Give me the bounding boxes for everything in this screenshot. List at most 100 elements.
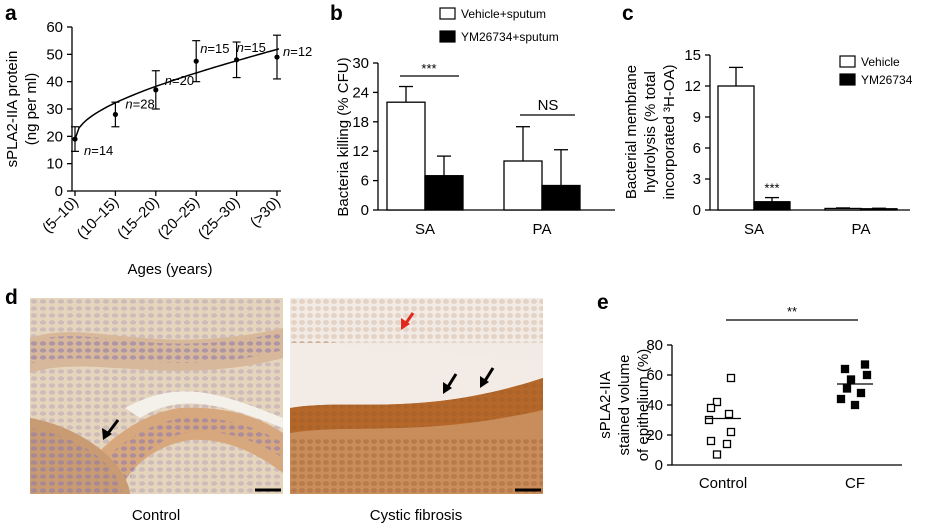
data-point-e [726,373,736,383]
y-tick-label-e: 20 [646,427,663,444]
cf-caption: Cystic fibrosis [369,507,463,524]
x-axis-title-a: Ages (years) [127,261,212,278]
data-point-e [726,427,736,437]
bar-b [386,101,426,211]
panel-label-b: b [330,2,343,25]
bar-c [860,208,898,211]
y-tick-label-a: 0 [55,183,63,200]
bar-b [424,175,464,211]
data-point-e [860,360,870,369]
y-tick-label-b: 6 [361,173,369,190]
legend-label-b: Vehicle+sputum [461,7,546,21]
red-arrow-icon [401,312,415,330]
y-tick-label-a: 50 [46,46,63,63]
legend-label-c: YM26734 [861,73,913,87]
x-tick-label-a: (>30) [247,194,284,231]
cf-micrograph [290,298,543,494]
n-label-a: n=14 [84,143,113,158]
x-tick-label-c: PA [852,221,871,238]
x-tick-label-a: (10–15) [74,194,123,243]
y-axis-title-c: incorporated ³H-OA) [661,64,678,199]
y-axis-title-c: Bacterial membrane [623,65,640,199]
data-point-e [862,370,872,380]
x-tick-label-a: (20–25) [154,194,203,243]
y-axis-title-e: stained volume [616,355,633,456]
y-axis-title-e: sPLA2-IIA [597,371,614,439]
y-tick-label-e: 0 [655,457,663,474]
data-point-e [704,415,714,425]
y-tick-label-b: 0 [361,202,369,219]
y-tick-label-b: 12 [352,143,369,160]
legend-label-c: Vehicle [861,55,900,69]
panel-label-a: a [5,2,17,25]
y-tick-label-a: 30 [46,101,63,118]
x-tick-label-e: Control [699,475,747,492]
x-tick-label-a: (25–30) [195,194,244,243]
y-tick-label-a: 60 [46,19,63,36]
data-point-e [842,384,852,393]
control-tissue-image [30,298,283,494]
data-point-e [706,403,716,413]
y-axis-title-a: sPLA2-IIA protein [4,51,21,168]
y-tick-label-b: 30 [352,55,369,72]
x-tick-label-e: CF [845,475,865,492]
bar-c [753,201,791,211]
legend-swatch-c [839,73,856,86]
data-point-e [706,436,716,446]
bar-b [503,160,543,211]
data-point-a [72,136,78,142]
legend-swatch-b [439,7,456,20]
x-tick-label-a: (15–20) [114,194,163,243]
significance-label-e: ** [787,304,797,319]
y-tick-label-e: 60 [646,367,663,384]
panel-label-d: d [5,286,18,309]
chart-b: 0 6 12 18 24 30 SA PA Vehicle+sputum YM26734+sput… [335,7,615,238]
significance-label-b: *** [421,61,436,76]
black-arrow-icon [480,367,495,388]
n-label-a: n=15 [200,41,229,56]
data-point-e [836,394,846,404]
y-tick-label-a: 20 [46,128,63,145]
data-point-e [712,397,722,407]
y-tick-label-e: 80 [646,337,663,354]
bar-c [717,85,755,211]
cf-tissue-image [290,298,543,494]
data-point-e [712,450,722,459]
data-point-e [850,400,860,410]
y-axis-title-b: Bacteria killing (% CFU) [335,57,352,216]
y-tick-label-b: 24 [352,84,369,101]
control-micrograph [30,298,283,494]
data-point-e [846,375,856,384]
y-tick-label-c: 12 [684,78,701,95]
panel-label-e: e [597,291,609,314]
n-label-a: n=28 [125,96,154,111]
y-tick-label-c: 15 [684,47,701,64]
data-point-e [722,439,732,449]
y-tick-label-a: 40 [46,74,63,91]
legend-swatch-b [439,30,456,43]
fit-curve-a [74,48,280,140]
y-tick-label-c: 3 [693,171,701,188]
data-point-a [112,111,118,118]
n-label-a: n=20 [165,73,194,88]
data-point-a [193,58,199,64]
x-tick-label-b: PA [533,221,552,238]
panel-label-c: c [622,2,634,25]
black-arrow-icon [102,419,120,440]
n-label-a: n=12 [283,44,312,59]
x-tick-label-b: SA [415,221,435,238]
data-point-e [856,388,866,398]
legend-swatch-c [839,55,856,68]
data-point-e [724,409,734,419]
significance-label-b: NS [538,97,559,114]
x-tick-label-c: SA [744,221,764,238]
data-point-a [274,54,280,60]
bar-c [824,207,862,211]
legend-label-b: YM26734+sputum [461,30,559,44]
y-tick-label-b: 18 [352,114,369,131]
y-tick-label-c: 6 [693,140,701,157]
y-tick-label-e: 40 [646,397,663,414]
y-axis-title-e: of epithelium (%) [635,349,652,462]
y-axis-title-c: hydrolysis (% total [642,71,659,193]
